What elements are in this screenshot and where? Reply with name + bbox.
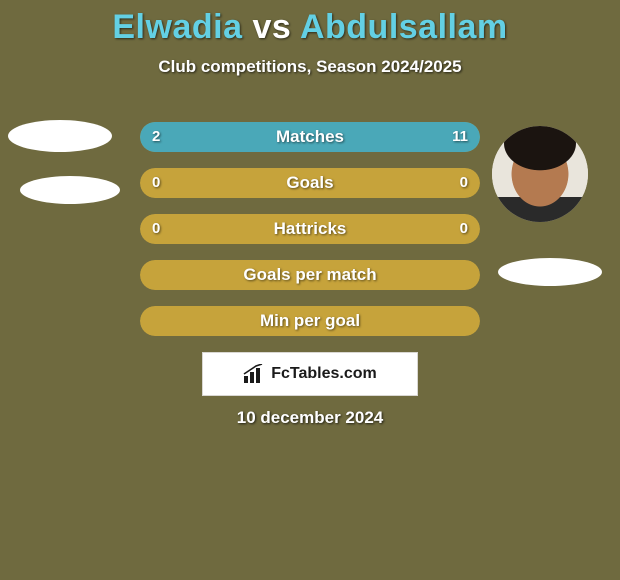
player2-avatar-face [492,126,588,222]
player2-jersey-placeholder [498,258,602,286]
brand-chart-icon [243,364,265,384]
stat-bar-label: Hattricks [140,214,480,244]
brand-text: FcTables.com [271,365,377,383]
stat-bar-label: Goals [140,168,480,198]
stat-bar-row: Goals per match [140,260,480,290]
stat-bar-row: 00Goals [140,168,480,198]
stat-bar-row: 211Matches [140,122,480,152]
stat-bars: 211Matches 00Goals 00Hattricks Goals per ma… [140,122,480,352]
stat-bar-label: Min per goal [140,306,480,336]
title-player1: Elwadia [112,8,242,46]
brand-box: FcTables.com [202,352,418,396]
title: Elwadia vs Abdulsallam [0,0,620,47]
player2-avatar [492,126,588,222]
title-player2: Abdulsallam [300,8,508,46]
stat-bar-row: Min per goal [140,306,480,336]
stat-bar-row: 00Hattricks [140,214,480,244]
stat-bar-label: Matches [140,122,480,152]
subtitle: Club competitions, Season 2024/2025 [0,57,620,77]
title-vs: vs [252,8,291,46]
player1-avatar-placeholder [8,120,112,152]
stat-bar-label: Goals per match [140,260,480,290]
comparison-card: Elwadia vs Abdulsallam Club competitions… [0,0,620,580]
date-text: 10 december 2024 [0,408,620,428]
player1-jersey-placeholder [20,176,120,204]
